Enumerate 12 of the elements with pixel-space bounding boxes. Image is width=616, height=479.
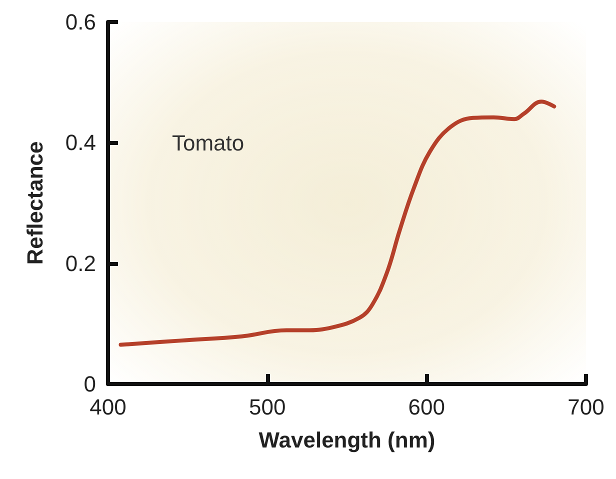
y-tick-label: 0 [84, 372, 96, 396]
x-tick-label: 700 [568, 394, 604, 420]
line-series [118, 100, 556, 347]
y-tick-label: 0.6 [65, 10, 96, 34]
x-tick-label: 400 [90, 394, 126, 420]
x-axis-title: Wavelength (nm) [258, 428, 436, 452]
y-tick-label: 0.4 [65, 130, 96, 156]
y-axis-title: Reflectance [22, 141, 48, 265]
annotation: Tomato [172, 130, 244, 156]
x-tick-label: 600 [408, 394, 446, 420]
x-tick-label: 500 [248, 394, 286, 420]
y-tick-label: 0.2 [65, 250, 96, 276]
